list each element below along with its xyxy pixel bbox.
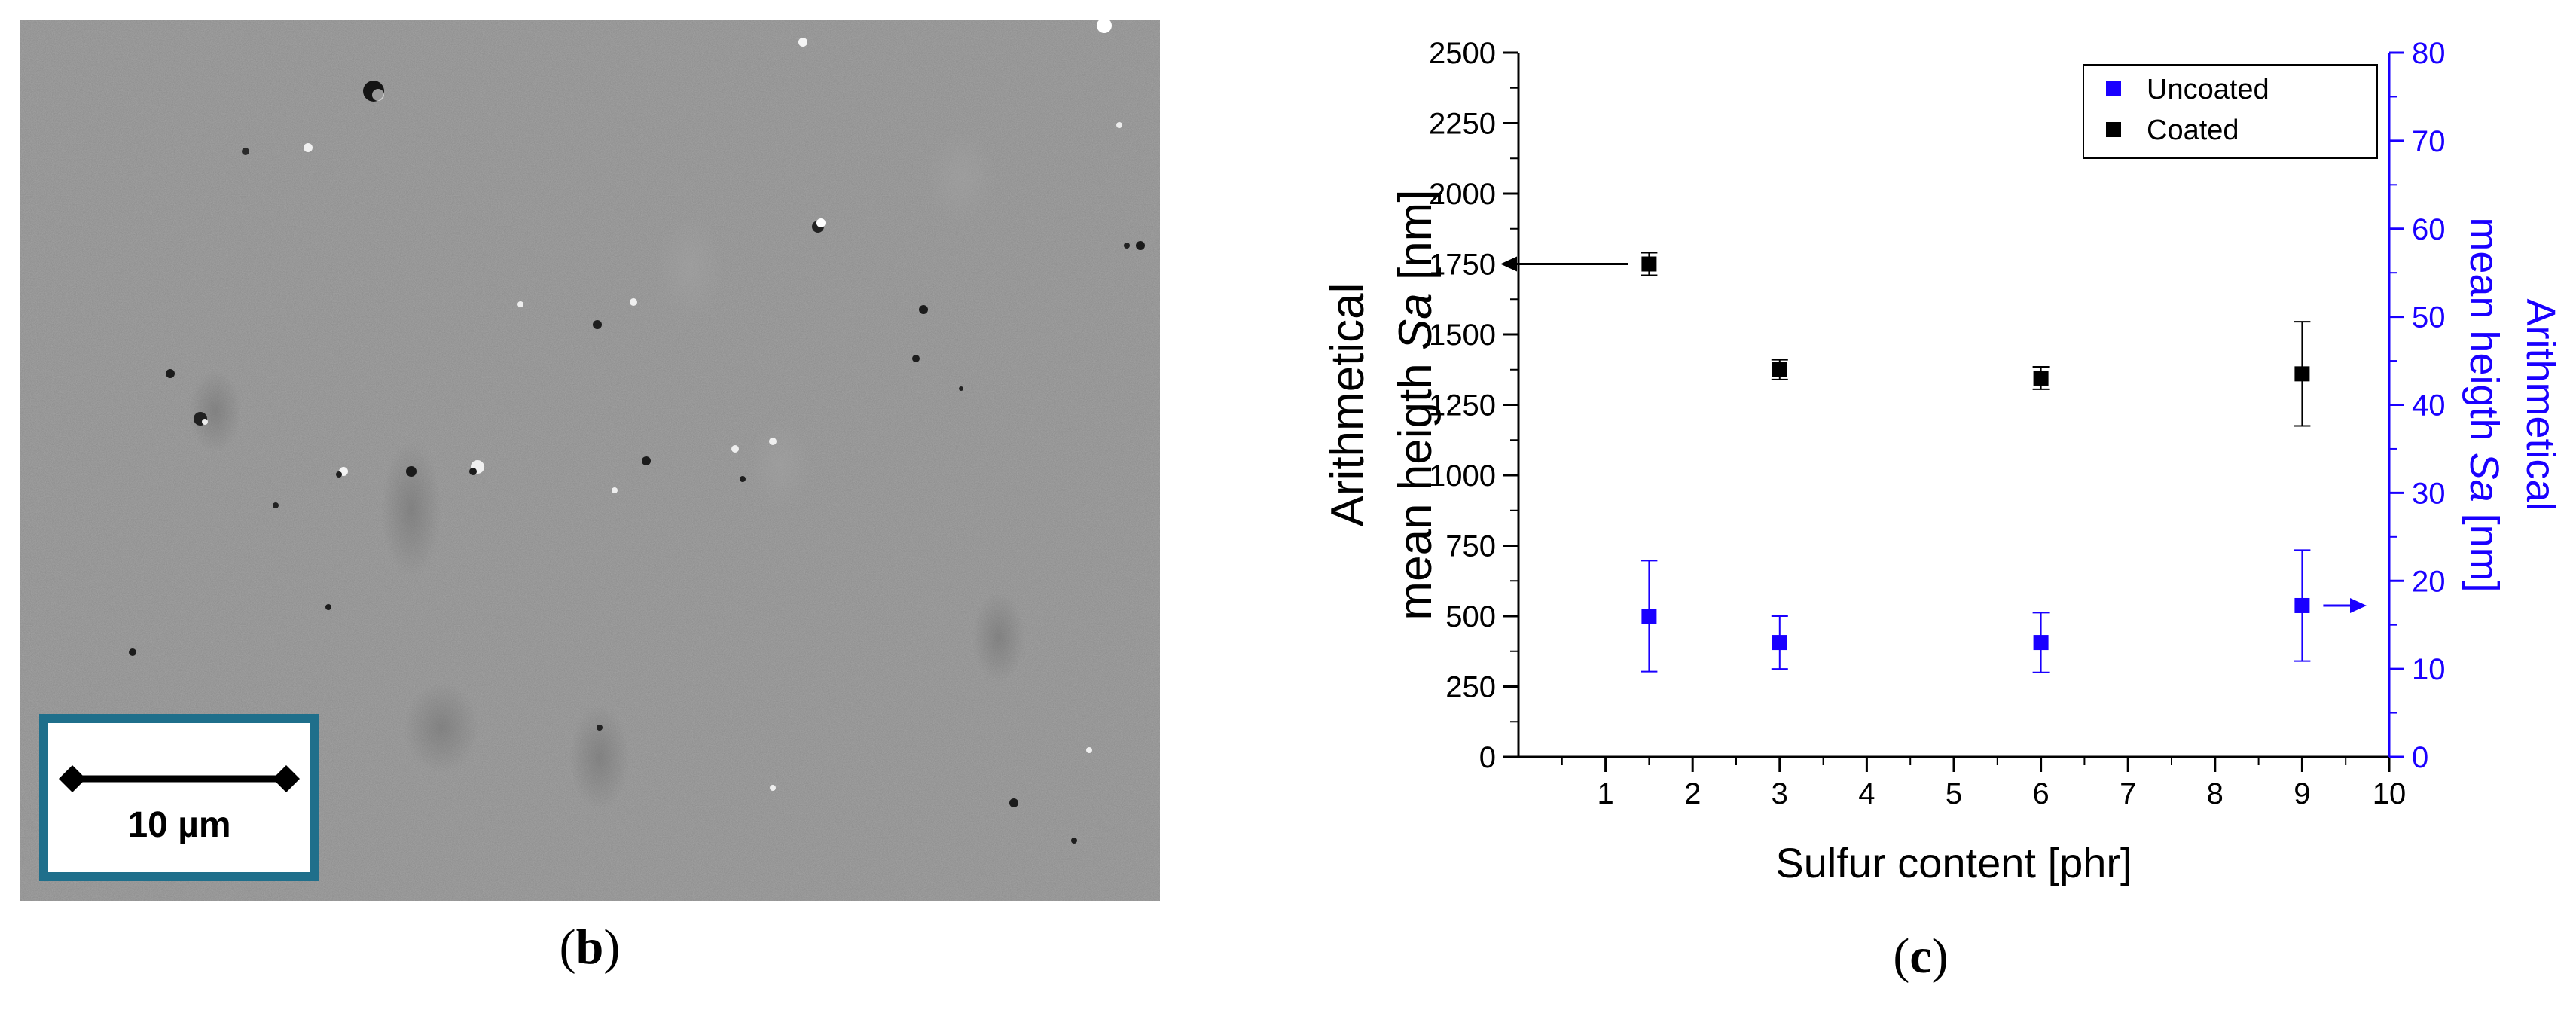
y-tick-label: 0	[1479, 741, 1496, 774]
y2-tick-label: 70	[2412, 125, 2446, 158]
sulfur-chart: 1 2 3 4 5 6 7 8 9 1002505007501000125015001750200…	[1322, 37, 2563, 886]
x-tick-label: 1	[1597, 777, 1613, 810]
legend-label: Uncoated	[2147, 74, 2269, 105]
y2-axis-title-line2: mean heigth Sa [nm]	[2462, 217, 2507, 592]
coated-point	[2294, 366, 2310, 382]
y-axis-title: Arithmetical mean heigth Sa [nm]	[1322, 189, 1442, 620]
coated-point	[2033, 370, 2049, 386]
y-tick-label: 750	[1445, 530, 1496, 563]
y2-tick-label: 60	[2412, 213, 2446, 246]
legend-label: Coated	[2147, 114, 2239, 146]
coated-point	[1772, 362, 1787, 377]
y-tick-label: 1250	[1429, 389, 1496, 423]
legend-box	[2083, 64, 2378, 159]
panel-label-c: (c)	[1893, 929, 1949, 984]
scale-bar	[59, 765, 300, 792]
left-arrow-icon	[1500, 256, 1517, 272]
y2-tick-label: 40	[2412, 389, 2446, 423]
legend-marker	[2106, 122, 2121, 137]
legend: Uncoated Coated	[2083, 64, 2378, 159]
scale-bar-left-end-icon	[59, 765, 86, 792]
y2-tick-label: 50	[2412, 301, 2446, 334]
uncoated-point	[2294, 597, 2310, 613]
x-tick-label: 3	[1772, 777, 1788, 810]
sem-particles	[129, 20, 1145, 844]
sem-texture	[20, 20, 1160, 901]
y2-tick-label: 0	[2412, 741, 2428, 774]
y-tick-label: 500	[1445, 600, 1496, 633]
uncoated-point	[1772, 635, 1787, 651]
x-tick-label: 5	[1946, 777, 1962, 810]
y-tick-label: 2000	[1429, 178, 1496, 211]
x-tick-label: 4	[1858, 777, 1875, 810]
x-tick-label: 6	[2032, 777, 2049, 810]
y2-axis-title: Arithmeticalmean heigth Sa [nm]	[2462, 217, 2563, 592]
y2-axis-title-line1: Arithmetical	[2518, 298, 2563, 511]
y-tick-label: 250	[1445, 671, 1496, 704]
y2-tick-label: 10	[2412, 653, 2446, 686]
x-axis-title: Sulfur content [phr]	[1775, 839, 2132, 886]
right-arrow-icon	[2350, 597, 2367, 613]
panel-label-b: (b)	[559, 920, 621, 975]
sem-micrograph: 10 µm	[20, 20, 1160, 901]
uncoated-point	[2033, 635, 2049, 651]
scale-bar-box: 10 µm	[39, 714, 319, 881]
y-tick-label: 1750	[1429, 249, 1496, 282]
legend-marker	[2106, 81, 2121, 96]
y-tick-label: 2500	[1429, 37, 1496, 70]
x-tick-label: 9	[2294, 777, 2310, 810]
scale-bar-right-end-icon	[273, 765, 300, 792]
uncoated-point	[1641, 609, 1657, 624]
x-tick-label: 8	[2207, 777, 2223, 810]
y2-tick-label: 20	[2412, 565, 2446, 598]
y2-tick-label: 30	[2412, 477, 2446, 510]
x-tick-label: 10	[2373, 777, 2407, 810]
scale-bar-label: 10 µm	[127, 805, 231, 845]
y-axis-title-line2: mean heigth Sa [nm]	[1390, 189, 1442, 620]
y-tick-label: 2250	[1429, 108, 1496, 141]
y2-tick-label: 80	[2412, 37, 2446, 70]
x-tick-label: 2	[1684, 777, 1701, 810]
coated-point	[1641, 256, 1657, 272]
y-tick-label: 1500	[1429, 319, 1496, 352]
y-axis-title-line1: Arithmetical	[1322, 283, 1374, 527]
y-tick-label: 1000	[1429, 459, 1496, 493]
x-tick-label: 7	[2120, 777, 2136, 810]
